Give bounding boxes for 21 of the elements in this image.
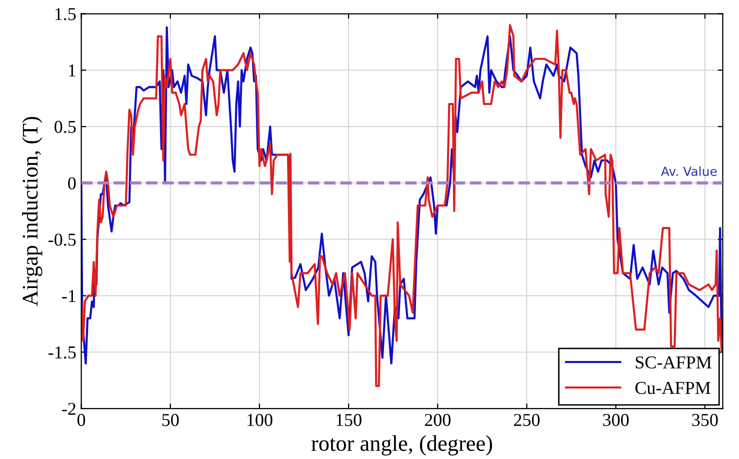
- y-tick-label: -2: [62, 402, 76, 415]
- legend-label: Cu-AFPM: [635, 382, 710, 394]
- x-axis-title: rotor angle, (degree): [311, 435, 492, 456]
- x-tick-label: 250: [514, 414, 540, 426]
- y-tick-label: 0: [68, 177, 76, 190]
- y-tick-label: -1.5: [48, 346, 76, 359]
- x-tick-label: 50: [162, 414, 179, 426]
- ref-line-label: Av. Value: [660, 166, 717, 176]
- y-tick-label: 1.5: [55, 8, 76, 20]
- x-tick-label: 150: [336, 414, 362, 426]
- x-tick-label: 200: [424, 414, 451, 426]
- y-tick-label: 0.5: [54, 120, 76, 134]
- y-tick-label: -1: [62, 290, 76, 302]
- legend-label: SC-AFPM: [636, 356, 712, 368]
- x-tick-label: 0: [77, 414, 86, 426]
- y-axis-title: Airgap induction, (T): [22, 116, 42, 306]
- x-tick-label: 350: [692, 414, 718, 426]
- y-tick-label: -0.5: [48, 234, 76, 246]
- y-tick-label: 1: [68, 64, 76, 76]
- x-tick-label: 100: [248, 414, 272, 426]
- x-tick-label: 300: [603, 414, 629, 426]
